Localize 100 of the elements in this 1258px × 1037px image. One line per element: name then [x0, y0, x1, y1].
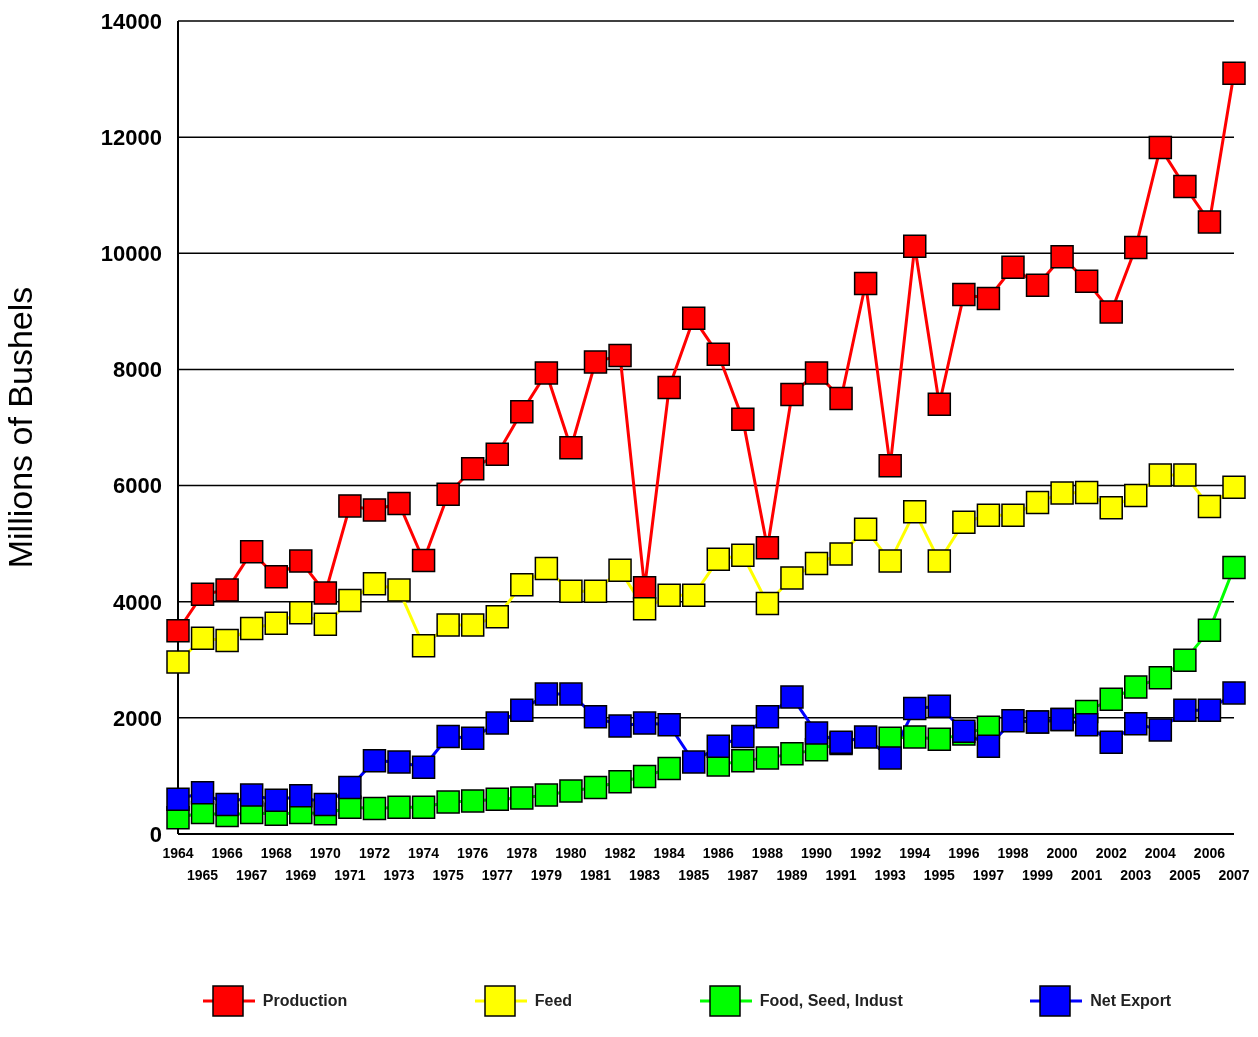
point: [362, 498, 387, 522]
x-tick-label: 1984: [653, 845, 685, 861]
point: [166, 787, 190, 811]
x-tick-label: 1972: [358, 845, 391, 861]
point: [1025, 273, 1050, 297]
point: [1222, 475, 1246, 500]
x-tick-label: 1974: [408, 845, 440, 861]
y-tick-label: 4000: [113, 589, 162, 615]
point: [460, 456, 485, 481]
point: [583, 775, 608, 800]
point: [976, 503, 1001, 527]
point: [166, 650, 190, 674]
point: [1197, 494, 1222, 519]
point: [1074, 480, 1099, 505]
x-tick-label: 1999: [1021, 867, 1054, 883]
point: [755, 704, 780, 729]
point: [1148, 135, 1173, 160]
point: [1222, 681, 1246, 705]
point: [804, 721, 829, 745]
x-tick-label: 1998: [997, 845, 1029, 861]
point: [952, 282, 976, 307]
point: [755, 535, 780, 560]
point: [583, 579, 608, 604]
x-tick-label: 1981: [579, 867, 612, 883]
x-tick-label: 1968: [260, 845, 293, 861]
point: [1222, 555, 1246, 580]
point: [559, 436, 583, 460]
point: [829, 542, 853, 566]
point: [1197, 210, 1222, 234]
point: [927, 727, 952, 752]
point: [608, 343, 632, 368]
point: [485, 787, 510, 811]
point: [1074, 269, 1099, 293]
x-tick-label: 1980: [555, 845, 587, 861]
point: [1099, 730, 1123, 754]
point: [166, 619, 190, 643]
point: [829, 386, 853, 411]
point: [1124, 235, 1148, 260]
legend-label: Production: [262, 992, 348, 1010]
point: [411, 548, 436, 573]
point: [436, 790, 460, 814]
point: [215, 578, 239, 602]
point: [853, 517, 878, 541]
point: [313, 581, 338, 605]
x-tick-label: 1973: [383, 867, 415, 883]
point: [1173, 174, 1197, 199]
point: [1148, 463, 1173, 487]
point: [755, 746, 780, 770]
y-tick-label: 0: [149, 821, 162, 847]
x-tick-label: 1990: [800, 845, 833, 861]
point: [681, 583, 706, 608]
x-tick-label: 1995: [923, 867, 956, 883]
point: [780, 742, 804, 766]
x-tick-label: 1979: [530, 867, 563, 883]
x-tick-label: 1965: [186, 867, 219, 883]
x-tick-label: 1989: [776, 867, 808, 883]
point: [1025, 490, 1050, 515]
point: [338, 588, 362, 613]
point: [510, 698, 534, 723]
x-tick-label: 1994: [899, 845, 931, 861]
point: [264, 788, 288, 813]
point: [338, 775, 362, 800]
point: [362, 749, 387, 773]
x-tick-label: 1996: [948, 845, 980, 861]
point: [460, 613, 485, 637]
point: [657, 375, 681, 400]
point: [239, 783, 264, 807]
point: [632, 711, 657, 735]
point: [1001, 255, 1025, 279]
point: [510, 786, 534, 810]
point: [632, 764, 657, 789]
point: [1197, 618, 1222, 642]
point: [387, 578, 411, 602]
x-tick-label: 1982: [604, 845, 636, 861]
point: [731, 724, 755, 749]
x-tick-label: 1987: [727, 867, 759, 883]
point: [657, 756, 681, 781]
legend-label: Food, Seed, Indust: [759, 992, 903, 1010]
point: [853, 271, 878, 296]
point: [436, 613, 460, 637]
point: [902, 234, 927, 259]
x-tick-label: 1964: [162, 845, 194, 861]
point: [460, 789, 485, 813]
point: [608, 558, 632, 583]
point: [583, 350, 608, 374]
point: [411, 634, 436, 658]
point: [1173, 463, 1197, 487]
point: [1124, 675, 1148, 699]
x-tick-label: 1970: [309, 845, 342, 861]
point: [559, 579, 583, 604]
point: [1001, 503, 1025, 527]
point: [902, 725, 927, 749]
point: [190, 582, 215, 606]
x-tick-label: 1986: [702, 845, 735, 861]
y-tick-label: 2000: [113, 705, 162, 731]
point: [927, 549, 952, 573]
point: [1050, 245, 1074, 269]
point: [559, 779, 583, 803]
point: [976, 286, 1001, 311]
y-tick-label: 10000: [100, 241, 162, 267]
